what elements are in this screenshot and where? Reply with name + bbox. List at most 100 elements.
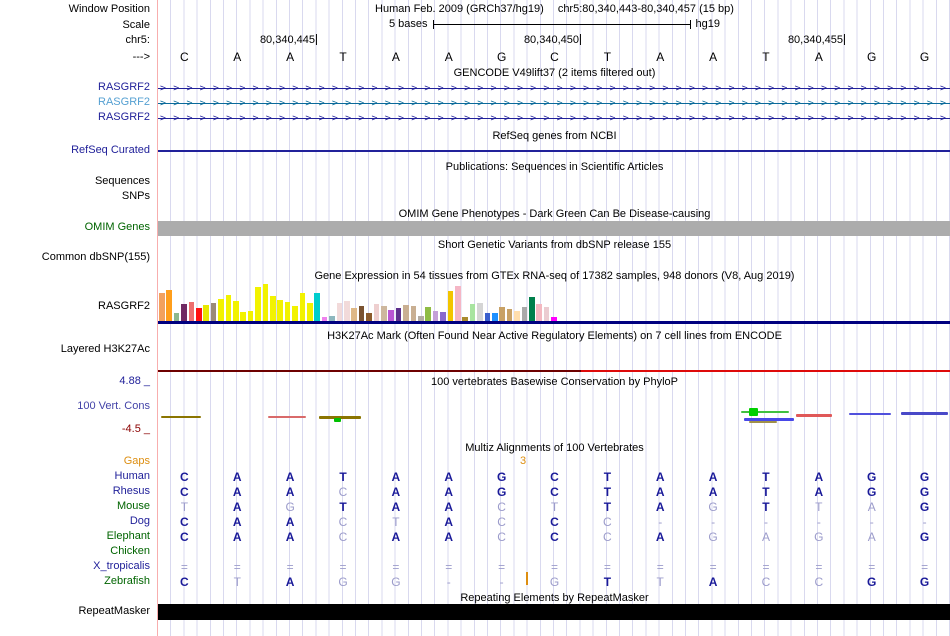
gtex-tissue-bar[interactable] — [351, 308, 357, 321]
gtex-tissue-bar[interactable] — [196, 308, 202, 321]
gencode-transcript-3[interactable]: >>>>>>>>>>>>>>>>>>>>>>>>>>>>>>>>>>>>>>>>… — [158, 112, 950, 125]
alignment-base-human: A — [708, 470, 718, 484]
alignment-base-x_tropicalis: = — [392, 560, 400, 574]
gtex-tissue-bar[interactable] — [181, 304, 187, 321]
gtex-tissue-bar[interactable] — [425, 307, 431, 321]
gtex-tissue-bar[interactable] — [321, 317, 328, 321]
alignment-base-human: C — [550, 470, 559, 484]
gtex-tissue-bar[interactable] — [329, 316, 335, 321]
alignment-base-mouse: C — [497, 500, 506, 514]
gtex-tissue-bar[interactable] — [410, 306, 417, 321]
reference-base: C — [550, 50, 559, 64]
gtex-tissue-bar[interactable] — [336, 303, 343, 321]
gtex-tissue-bar[interactable] — [432, 311, 439, 321]
conservation-mark — [849, 413, 891, 415]
gtex-tissue-bar[interactable] — [292, 306, 298, 321]
gtex-tissue-bar[interactable] — [270, 296, 276, 321]
refseq-curated-item[interactable] — [158, 150, 950, 152]
gtex-tissue-bar[interactable] — [403, 305, 409, 321]
gtex-tissue-bar[interactable] — [210, 303, 217, 321]
gtex-tissue-bar[interactable] — [551, 317, 557, 321]
gtex-tissue-bar[interactable] — [440, 312, 446, 321]
gtex-tissue-bar[interactable] — [188, 302, 195, 321]
gtex-tissue-bar[interactable] — [506, 309, 513, 321]
gencode-transcript-1[interactable]: >>>>>>>>>>>>>>>>>>>>>>>>>>>>>>>>>>>>>>>>… — [158, 82, 950, 95]
omim-gene-item[interactable] — [158, 221, 950, 236]
gtex-tissue-bar[interactable] — [225, 295, 232, 321]
track-label-x-tropicalis: X_tropicalis — [93, 560, 150, 572]
scale-ruler-line — [432, 19, 691, 29]
gtex-tissue-bar[interactable] — [173, 313, 180, 321]
gtex-tissue-bar[interactable] — [477, 303, 483, 321]
gtex-tissue-bar[interactable] — [373, 304, 380, 321]
alignment-base-x_tropicalis: = — [286, 560, 294, 574]
gtex-tissue-bar[interactable] — [492, 313, 498, 321]
alignment-base-zebrafish: - — [499, 575, 504, 589]
alignment-base-x_tropicalis: = — [868, 560, 876, 574]
gtex-tissue-bar[interactable] — [262, 284, 269, 321]
multiz-insertion-mark — [526, 572, 528, 585]
track-label-scale: Scale — [122, 19, 150, 31]
alignment-base-zebrafish: G — [549, 575, 560, 589]
gtex-tissue-bar[interactable] — [203, 305, 209, 321]
alignment-base-rhesus: A — [708, 485, 718, 499]
gtex-tissue-bar[interactable] — [159, 293, 165, 321]
alignment-base-rhesus: A — [444, 485, 454, 499]
gtex-tissue-bar[interactable] — [255, 287, 261, 321]
gtex-tissue-bar[interactable] — [418, 316, 424, 321]
alignment-base-zebrafish: T — [656, 575, 664, 589]
alignment-base-elephant: C — [603, 530, 612, 544]
alignment-base-mouse: T — [815, 500, 823, 514]
gtex-tissue-bar[interactable] — [388, 310, 394, 321]
gtex-tissue-bar[interactable] — [344, 301, 350, 321]
gtex-gene-model-bar[interactable] — [158, 321, 950, 324]
gtex-tissue-bar[interactable] — [358, 306, 365, 321]
gtex-tissue-bar[interactable] — [499, 307, 505, 321]
gtex-tissue-bar[interactable] — [314, 293, 320, 321]
gtex-tissue-bar[interactable] — [233, 301, 239, 321]
coordinate-label: 80,340,445 — [259, 34, 317, 46]
gtex-tissue-bar[interactable] — [395, 308, 402, 321]
gtex-tissue-bar[interactable] — [240, 312, 246, 321]
gtex-tissue-bar[interactable] — [469, 304, 476, 321]
alignment-base-mouse: T — [603, 500, 612, 514]
gtex-tissue-bar[interactable] — [299, 293, 306, 321]
gtex-tissue-bar[interactable] — [381, 306, 387, 321]
transcript-direction-arrows: >>>>>>>>>>>>>>>>>>>>>>>>>>>>>>>>>>>>>>>>… — [160, 83, 950, 94]
gtex-tissue-bar[interactable] — [462, 317, 468, 321]
assembly-title: Human Feb. 2009 (GRCh37/hg19) — [375, 3, 544, 15]
gtex-tissue-bar[interactable] — [543, 307, 550, 321]
alignment-base-mouse: G — [919, 500, 930, 514]
gtex-tissue-bar[interactable] — [484, 313, 491, 321]
conservation-mark — [268, 416, 306, 418]
alignment-base-dog: - — [711, 515, 716, 529]
alignment-base-rhesus: C — [550, 485, 559, 499]
alignment-base-elephant: C — [338, 530, 348, 544]
gtex-tissue-bar[interactable] — [521, 307, 528, 321]
h3k27ac-signal-segment — [158, 370, 581, 372]
alignment-base-rhesus: C — [338, 485, 348, 499]
gencode-transcript-2[interactable]: >>>>>>>>>>>>>>>>>>>>>>>>>>>>>>>>>>>>>>>>… — [158, 97, 950, 110]
track-display-area[interactable]: Human Feb. 2009 (GRCh37/hg19) chr5:80,340… — [157, 0, 950, 636]
gtex-tissue-bar[interactable] — [514, 311, 520, 321]
alignment-base-mouse: A — [867, 500, 876, 514]
gtex-tissue-bar[interactable] — [247, 311, 254, 321]
transcript-line — [158, 118, 950, 119]
gtex-tissue-bar[interactable] — [166, 290, 172, 321]
gtex-tissue-bar[interactable] — [218, 299, 224, 321]
coordinate-label: 80,340,455 — [787, 34, 845, 46]
track-label-zebrafish: Zebrafish — [104, 575, 150, 587]
gtex-tissue-bar[interactable] — [307, 303, 313, 321]
gtex-tissue-bar[interactable] — [447, 291, 454, 321]
alignment-base-human: G — [496, 470, 507, 484]
gtex-tissue-bar[interactable] — [284, 302, 291, 321]
gtex-tissue-bar[interactable] — [529, 297, 535, 321]
alignment-base-dog: T — [392, 515, 400, 529]
conservation-mark — [796, 414, 832, 417]
repeatmasker-item[interactable] — [158, 604, 950, 620]
gtex-tissue-bar[interactable] — [455, 286, 461, 321]
gtex-tissue-bar[interactable] — [536, 304, 542, 321]
gtex-tissue-bar[interactable] — [366, 313, 372, 321]
gtex-tissue-bar[interactable] — [277, 300, 283, 321]
